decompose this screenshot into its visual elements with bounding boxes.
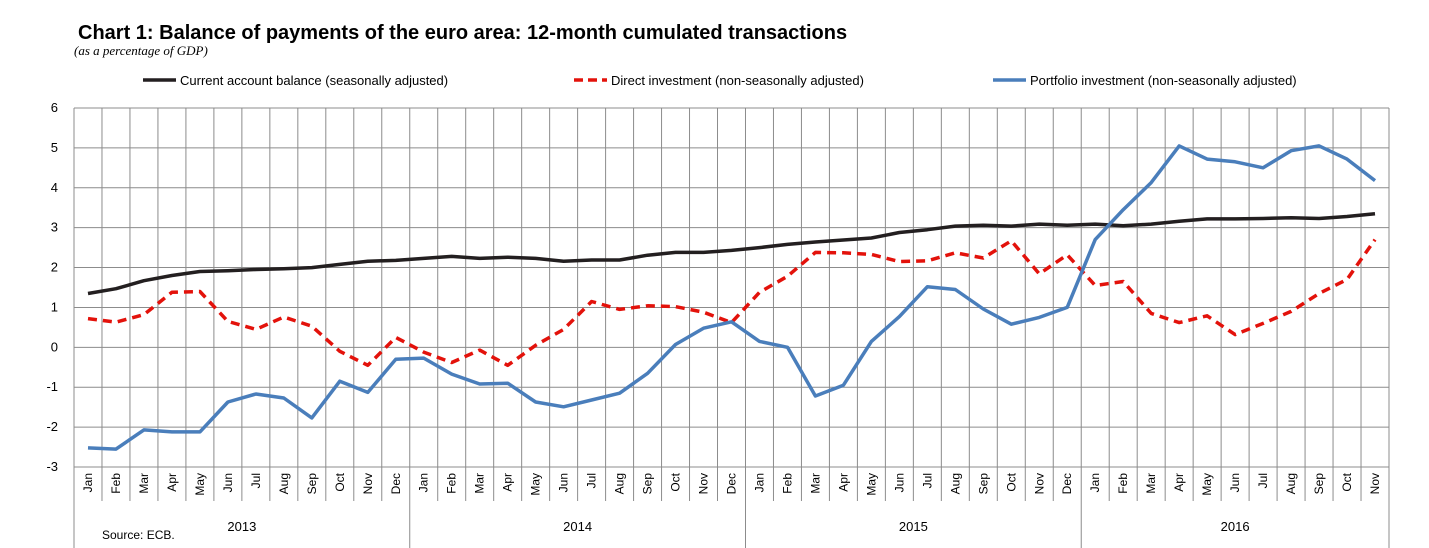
legend: Current account balance (seasonally adju…	[143, 73, 1297, 88]
x-month-label: Sep	[305, 473, 319, 495]
x-month-label: Jul	[249, 473, 263, 488]
x-month-label: Dec	[389, 473, 403, 494]
y-tick-label: 1	[51, 299, 58, 314]
x-month-label: Oct	[1004, 472, 1018, 491]
x-month-label: May	[1200, 473, 1214, 496]
x-month-label: May	[193, 473, 207, 496]
x-month-label: Mar	[137, 473, 151, 494]
y-tick-label: -1	[46, 379, 58, 394]
chart-subtitle: (as a percentage of GDP)	[74, 43, 208, 58]
series-line-3	[87, 144, 1377, 451]
y-tick-label: 0	[51, 339, 58, 354]
x-month-label: Mar	[1144, 473, 1158, 494]
x-month-label: Jul	[585, 473, 599, 488]
x-month-label: Jan	[752, 473, 766, 492]
x-month-label: Apr	[165, 473, 179, 492]
chart-title: Chart 1: Balance of payments of the euro…	[78, 22, 848, 44]
y-tick-label: 6	[51, 100, 58, 115]
x-month-label: Feb	[1116, 473, 1130, 494]
x-month-label: May	[864, 473, 878, 496]
legend-label-2: Direct investment (non-seasonally adjust…	[611, 73, 864, 88]
x-month-label: Sep	[641, 473, 655, 495]
x-month-label: Aug	[948, 473, 962, 494]
x-month-label: Jul	[1256, 473, 1270, 488]
x-month-label: Jun	[221, 473, 235, 492]
y-tick-label: 2	[51, 260, 58, 275]
grid	[73, 107, 1390, 468]
x-month-label: Aug	[1284, 473, 1298, 494]
x-month-label: Aug	[277, 473, 291, 494]
x-month-label: Aug	[613, 473, 627, 494]
x-month-label: Jan	[1088, 473, 1102, 492]
x-month-label: Jul	[920, 473, 934, 488]
x-year-label: 2014	[563, 519, 592, 534]
legend-label-3: Portfolio investment (non-seasonally adj…	[1030, 73, 1297, 88]
x-month-label: Mar	[808, 473, 822, 494]
x-month-label: Mar	[473, 473, 487, 494]
x-month-label: Nov	[1368, 473, 1382, 494]
x-axis: Jan Feb Mar Apr May Jun Jul Aug Sep Oct Nov Dec Jan F…	[73, 467, 1390, 548]
series-line-1	[87, 211, 1376, 296]
x-month-label: Jun	[892, 473, 906, 492]
y-tick-label: 3	[51, 220, 58, 235]
x-month-label: Oct	[1340, 472, 1354, 491]
x-year-label: 2016	[1221, 519, 1250, 534]
x-month-label: Feb	[780, 473, 794, 494]
y-axis: 6 5 4 3 2 1 0 -1 -2 -3	[46, 100, 58, 474]
x-month-label: Apr	[1172, 473, 1186, 492]
x-month-label: May	[529, 473, 543, 496]
x-month-label: Dec	[1060, 473, 1074, 494]
x-month-label: Jan	[81, 473, 95, 492]
x-month-label: Apr	[836, 473, 850, 492]
x-month-label: Jun	[557, 473, 571, 492]
y-tick-label: -3	[46, 459, 58, 474]
x-year-label: 2013	[227, 519, 256, 534]
x-month-label: Dec	[725, 473, 739, 494]
x-month-label: Nov	[361, 473, 375, 494]
x-month-label: Apr	[501, 473, 515, 492]
x-month-label: Feb	[109, 473, 123, 494]
x-month-label: Jan	[417, 473, 431, 492]
y-tick-label: -2	[46, 419, 58, 434]
x-month-label: Jun	[1228, 473, 1242, 492]
series-line-2	[87, 238, 1377, 368]
x-month-label: Feb	[445, 473, 459, 494]
x-year-label: 2015	[899, 519, 928, 534]
x-month-label: Nov	[697, 473, 711, 494]
x-month-label: Oct	[333, 472, 347, 491]
y-tick-label: 4	[51, 180, 58, 195]
x-month-label: Sep	[976, 473, 990, 495]
x-month-label: Oct	[669, 472, 683, 491]
series-lines	[87, 144, 1377, 451]
legend-label-1: Current account balance (seasonally adju…	[180, 73, 448, 88]
x-month-label: Nov	[1032, 473, 1046, 494]
y-tick-label: 5	[51, 140, 58, 155]
x-month-label: Sep	[1312, 473, 1326, 495]
source-note: Source: ECB.	[102, 528, 175, 542]
